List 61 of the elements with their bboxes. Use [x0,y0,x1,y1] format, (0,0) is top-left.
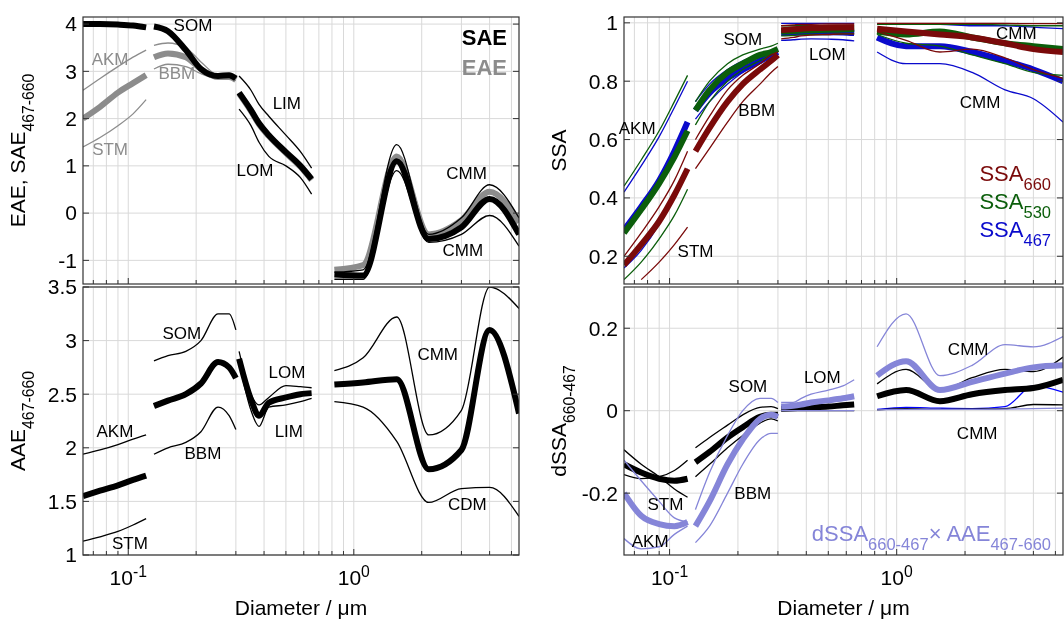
y-tick-label: 1 [65,154,77,178]
y-tick-label: 2.5 [47,382,77,406]
annotation: CMM [996,23,1037,43]
y-tick-label: 4 [65,12,78,36]
y-tick-label: 0 [65,201,77,225]
x-axis-title: Diameter / μm [234,596,368,619]
annotation: CMM [959,92,1001,112]
annotation: LOM [268,362,306,382]
annotation: CMM [446,163,487,183]
annotation: CMM [947,340,989,360]
y-tick-label: 0 [606,399,618,423]
annotation: LIM [274,422,303,442]
annotation: AKM [631,531,669,551]
annotation: LOM [808,45,846,65]
text: SAE [461,25,507,50]
annotation: SOM [162,324,202,344]
y-tick-label: -1 [58,248,77,272]
annotation: LOM [803,368,841,388]
x-tick-label: 10$^{-1}$ [109,562,147,589]
annotation: CMM [956,423,998,443]
annotation: SOM [728,377,768,397]
annotation: STM [92,140,129,160]
annotation: BBM [158,64,196,84]
text: dSSA$_{660-467}$× AAE$_{467-660}$ [811,521,1051,553]
x-tick-label: 10$^{-1}$ [650,562,689,589]
annotation: CMM [442,241,484,261]
y-tick-label: 0.4 [588,186,619,210]
text: SSA$_{660}$ [979,160,1051,193]
annotation: CDM [448,495,487,515]
annotation: SOM [173,16,213,36]
annotation: AKM [91,50,129,70]
annotation: AKM [618,118,656,138]
y-tick-label: 1.5 [47,489,77,513]
y-tick-label: 3.5 [47,275,77,299]
y-tick-label: 3 [65,59,77,83]
annotation: AKM [96,421,134,441]
y-tick-label: 3 [65,328,77,352]
x-tick-label: 10$^{0}$ [880,562,913,589]
y-tick-label: 1 [65,543,77,567]
y-tick-label: -0.2 [581,481,618,505]
annotation: LIM [272,94,301,114]
x-tick-label: 10$^{0}$ [337,562,371,589]
text: EAE [461,55,507,80]
annotation: LOM [236,161,274,181]
annotation: STM [677,242,714,262]
y-tick-label: 1 [606,11,618,35]
annotation: BBM [184,443,222,463]
y-tick-label: 0.2 [588,316,618,340]
y-tick-label: 0.6 [588,127,618,151]
y-tick-label: 0.8 [588,69,618,93]
y-tick-label: 0.2 [588,244,618,268]
annotation: STM [647,494,684,514]
annotation: SOM [723,29,763,49]
y-tick-label: 2 [65,436,77,460]
y-tick-label: 2 [65,106,77,130]
annotation: STM [111,534,148,554]
x-axis-title: Diameter / μm [777,596,910,619]
annotation: BBM [738,100,776,120]
annotation: CMM [417,344,459,364]
y-axis-title: SSA [547,129,570,172]
annotation: BBM [734,484,772,504]
